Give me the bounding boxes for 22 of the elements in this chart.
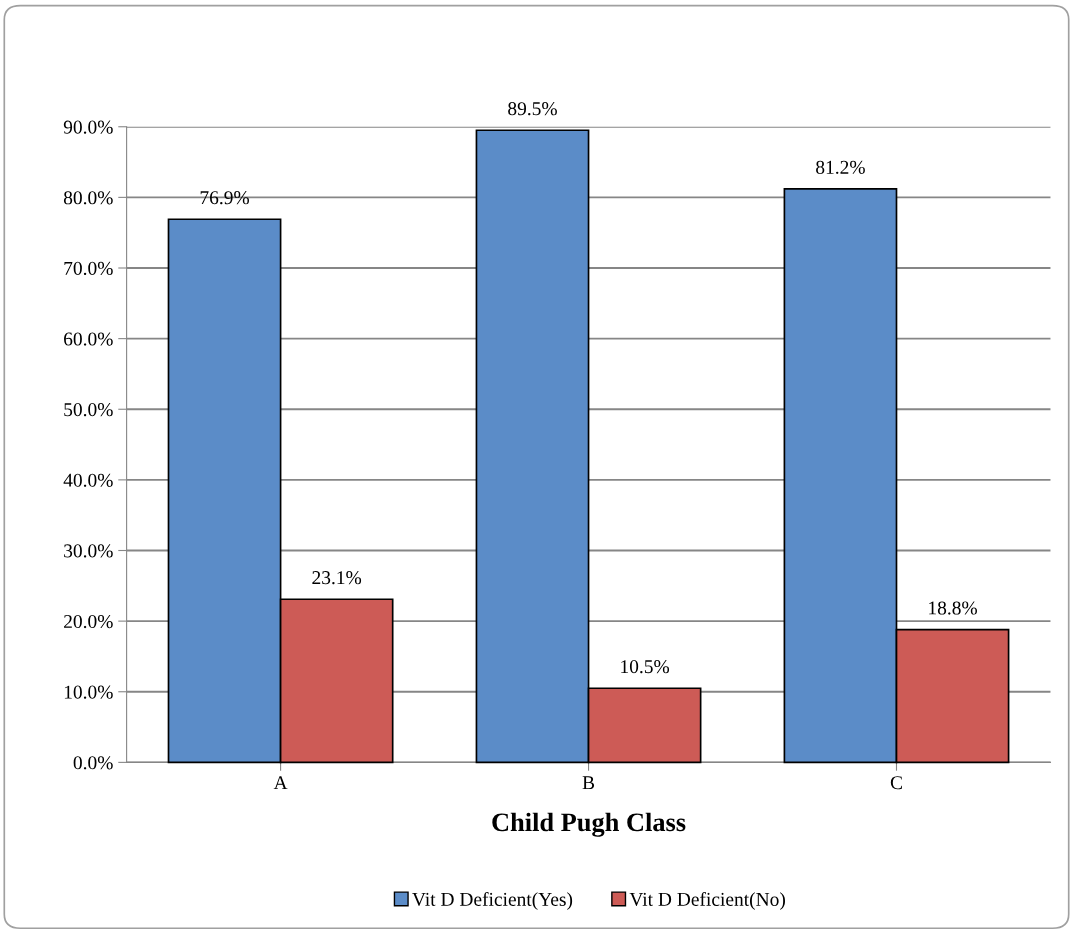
y-tick-label: 70.0% [64,261,113,276]
x-tick-label: A [273,776,288,790]
legend-label: Vit D Deficient(Yes) [412,892,573,910]
data-label: 89.5% [508,102,557,116]
data-label: 81.2% [816,160,865,174]
x-axis-title: Child Pugh Class [492,812,686,837]
y-tick-label: 90.0% [63,120,113,134]
x-tick-label: B [582,776,595,790]
data-label: 10.5% [621,660,670,674]
y-tick-label: 80.0% [63,191,113,205]
y-tick-label: 30.0% [64,544,113,558]
x-tick-label: C [890,776,902,790]
data-label: 23.1% [312,571,362,585]
data-label: 76.9% [200,191,249,205]
y-tick-label: 50.0% [64,403,113,417]
y-tick-label: 0.0% [73,756,113,770]
y-tick-label: 10.0% [64,685,113,699]
y-tick-label: 60.0% [64,332,113,346]
legend-label: Vit D Deficient(No) [629,892,785,910]
y-tick-label: 40.0% [63,473,113,487]
y-tick-label: 20.0% [64,614,113,629]
data-label: 18.8% [929,601,977,615]
